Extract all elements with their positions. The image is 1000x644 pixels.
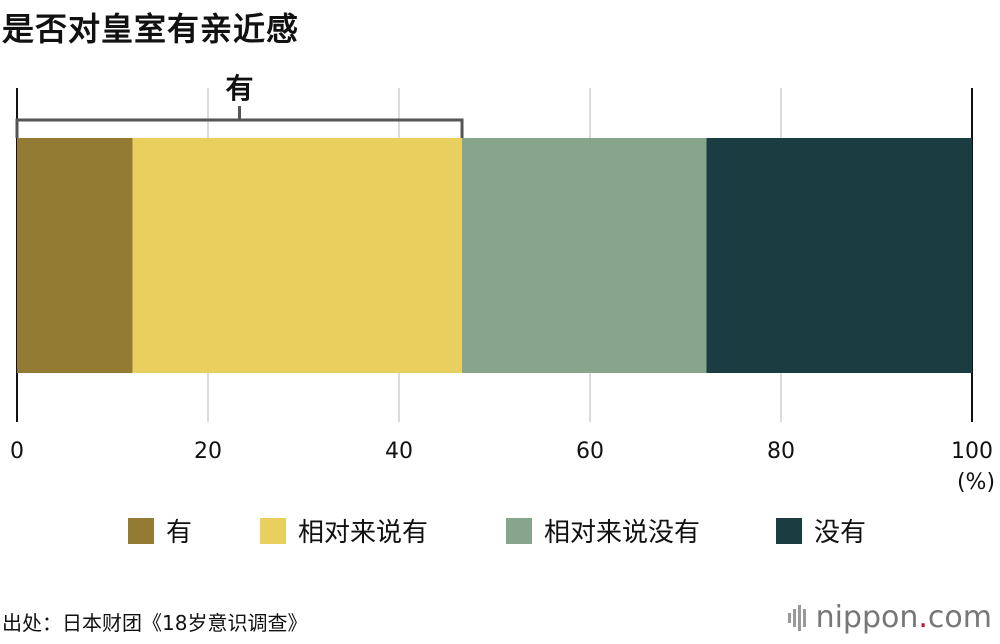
tick-label-0: 0 (10, 439, 24, 464)
tick-label-60: 60 (576, 439, 604, 464)
bar-segment-0 (17, 138, 133, 373)
legend-label-3: 没有 (814, 518, 867, 548)
bar-segment-3 (706, 138, 972, 373)
source-note: 出处：日本财团《18岁意识调查》 (2, 611, 308, 635)
legend-item-2: 相对来说没有 (506, 512, 700, 549)
legend-item-1: 相对来说有 (260, 512, 428, 549)
axis-unit-label: (%) (957, 470, 995, 495)
tick-label-40: 40 (385, 439, 413, 464)
bar-segment-1 (132, 138, 463, 373)
brand-logo[interactable]: nippon. com (787, 600, 992, 635)
legend-item-0: 有 (128, 512, 192, 549)
brand-dot: . (918, 600, 928, 635)
legend-swatch-0 (128, 517, 154, 544)
tick-label-20: 20 (194, 439, 222, 464)
tick-label-80: 80 (767, 439, 795, 464)
bar-segments (17, 138, 972, 373)
chart-title: 是否对皇室有亲近感 (2, 10, 300, 48)
tick-label-100: 100 (951, 439, 993, 464)
x-axis: 0 20 40 60 80 100 (%) (10, 439, 995, 495)
legend-label-0: 有 (166, 518, 193, 548)
legend-label-2: 相对来说没有 (544, 518, 701, 548)
legend-swatch-1 (260, 517, 286, 544)
bar-segment-2 (462, 138, 707, 373)
bracket-label: 有 (226, 72, 254, 105)
legend: 有 相对来说有 相对来说没有 没有 (0, 512, 1000, 552)
nippon-logo-icon (787, 604, 808, 631)
bracket-line (15, 118, 464, 138)
legend-swatch-2 (506, 517, 532, 544)
brand-name: nippon (815, 600, 919, 635)
legend-label-1: 相对来说有 (298, 518, 429, 548)
brand-tld: com (927, 600, 992, 635)
legend-item-3: 没有 (776, 512, 866, 549)
stacked-bar-chart: 有 0 20 40 60 80 100 (%) (10, 72, 995, 495)
legend-swatch-3 (776, 517, 802, 544)
bracket-annotation: 有 (15, 72, 464, 138)
